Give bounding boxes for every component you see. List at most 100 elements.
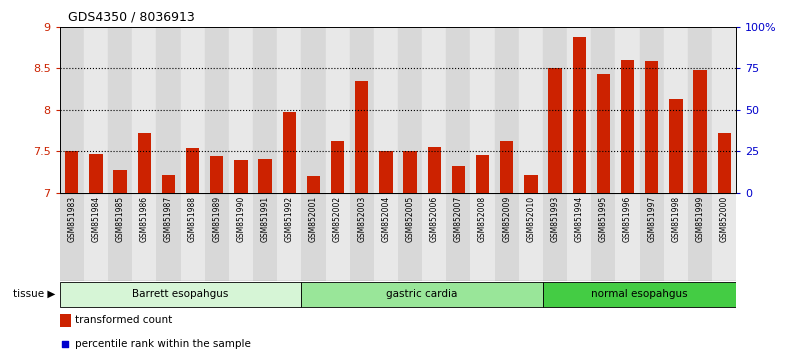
Bar bbox=[156, 193, 181, 281]
Bar bbox=[422, 27, 447, 193]
Bar bbox=[65, 152, 79, 193]
Bar bbox=[253, 193, 277, 281]
Text: GSM852001: GSM852001 bbox=[309, 195, 318, 242]
Text: GDS4350 / 8036913: GDS4350 / 8036913 bbox=[68, 10, 194, 23]
Text: Barrett esopahgus: Barrett esopahgus bbox=[132, 289, 228, 299]
Text: GSM851983: GSM851983 bbox=[68, 195, 76, 242]
Bar bbox=[60, 193, 84, 281]
Text: percentile rank within the sample: percentile rank within the sample bbox=[75, 339, 251, 349]
Bar bbox=[669, 99, 682, 193]
Bar bbox=[645, 62, 658, 193]
Point bbox=[452, 65, 465, 71]
Bar bbox=[688, 27, 712, 193]
Bar bbox=[229, 27, 253, 193]
Point bbox=[114, 70, 127, 76]
Bar bbox=[302, 27, 326, 193]
Bar bbox=[253, 27, 277, 193]
Bar bbox=[640, 193, 664, 281]
Text: GSM851985: GSM851985 bbox=[115, 195, 125, 242]
Point bbox=[307, 65, 320, 71]
Point bbox=[597, 45, 610, 51]
Bar bbox=[84, 193, 108, 281]
Bar bbox=[283, 112, 296, 193]
Point bbox=[355, 47, 368, 53]
Bar bbox=[404, 152, 417, 193]
Bar bbox=[186, 148, 199, 193]
Point bbox=[573, 32, 586, 38]
Bar bbox=[548, 68, 562, 193]
Bar bbox=[374, 27, 398, 193]
Bar bbox=[452, 166, 465, 193]
Bar bbox=[447, 193, 470, 281]
Bar bbox=[205, 27, 229, 193]
Bar bbox=[229, 193, 253, 281]
Bar bbox=[543, 282, 736, 307]
Bar bbox=[181, 27, 205, 193]
Bar bbox=[114, 171, 127, 193]
Bar bbox=[138, 133, 151, 193]
Point bbox=[646, 44, 658, 49]
Bar bbox=[591, 193, 615, 281]
Bar bbox=[60, 27, 84, 193]
Point bbox=[441, 236, 454, 242]
Bar bbox=[302, 193, 326, 281]
Text: GSM852005: GSM852005 bbox=[406, 195, 415, 242]
Point bbox=[380, 59, 392, 64]
Text: GSM851988: GSM851988 bbox=[188, 195, 197, 241]
Text: GSM851994: GSM851994 bbox=[575, 195, 583, 242]
Text: GSM852004: GSM852004 bbox=[381, 195, 390, 242]
Bar bbox=[326, 27, 349, 193]
Text: tissue ▶: tissue ▶ bbox=[14, 289, 56, 299]
Bar bbox=[60, 282, 302, 307]
Bar bbox=[664, 193, 688, 281]
Bar bbox=[470, 27, 494, 193]
Bar bbox=[398, 27, 422, 193]
Bar bbox=[543, 27, 567, 193]
Text: GSM851997: GSM851997 bbox=[647, 195, 656, 242]
Text: GSM851998: GSM851998 bbox=[671, 195, 681, 242]
Text: GSM851999: GSM851999 bbox=[696, 195, 704, 242]
Point bbox=[235, 65, 248, 71]
Bar bbox=[712, 27, 736, 193]
Text: GSM851989: GSM851989 bbox=[213, 195, 221, 242]
Point bbox=[65, 65, 78, 71]
Bar bbox=[349, 27, 374, 193]
Bar bbox=[162, 175, 175, 193]
Point bbox=[90, 64, 103, 69]
Text: GSM852010: GSM852010 bbox=[526, 195, 536, 242]
Point bbox=[210, 64, 223, 69]
Bar bbox=[712, 193, 736, 281]
Bar bbox=[688, 193, 712, 281]
Point bbox=[259, 70, 271, 76]
Bar bbox=[717, 133, 731, 193]
Bar bbox=[597, 74, 610, 193]
Text: GSM851984: GSM851984 bbox=[92, 195, 100, 242]
Point bbox=[548, 48, 561, 54]
Text: GSM851986: GSM851986 bbox=[140, 195, 149, 242]
Point bbox=[693, 44, 706, 49]
Bar bbox=[108, 193, 132, 281]
Bar bbox=[205, 193, 229, 281]
Bar bbox=[567, 193, 591, 281]
Text: GSM851987: GSM851987 bbox=[164, 195, 173, 242]
Bar bbox=[470, 193, 494, 281]
Bar bbox=[640, 27, 664, 193]
Text: GSM852009: GSM852009 bbox=[502, 195, 511, 242]
Text: GSM852007: GSM852007 bbox=[454, 195, 463, 242]
Bar bbox=[234, 160, 248, 193]
Point bbox=[186, 59, 199, 64]
Text: GSM852006: GSM852006 bbox=[430, 195, 439, 242]
Text: GSM851993: GSM851993 bbox=[551, 195, 560, 242]
Text: GSM852002: GSM852002 bbox=[333, 195, 342, 242]
Text: GSM851991: GSM851991 bbox=[260, 195, 270, 242]
Point bbox=[331, 59, 344, 64]
Point bbox=[404, 59, 416, 64]
Bar bbox=[567, 27, 591, 193]
Bar bbox=[543, 193, 567, 281]
Bar bbox=[108, 27, 132, 193]
Bar bbox=[277, 193, 302, 281]
Text: normal esopahgus: normal esopahgus bbox=[591, 289, 688, 299]
Text: GSM852008: GSM852008 bbox=[478, 195, 487, 242]
Bar bbox=[591, 27, 615, 193]
Point bbox=[525, 70, 537, 76]
